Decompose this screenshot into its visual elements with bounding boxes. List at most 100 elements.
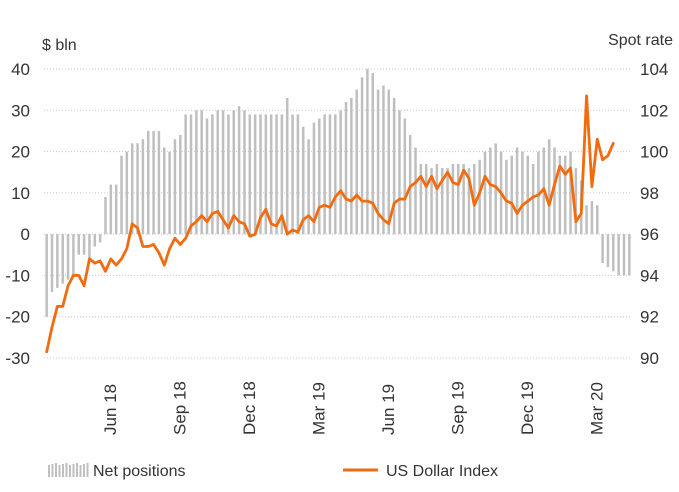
- net-positions-bar: [419, 163, 423, 235]
- net-positions-bar: [82, 234, 86, 255]
- net-positions-bar: [269, 114, 273, 235]
- net-positions-bar: [323, 114, 326, 235]
- left-tick-label: -30: [5, 349, 30, 368]
- net-positions-bar: [157, 130, 161, 235]
- net-positions-bar: [606, 234, 610, 268]
- net-positions-bar: [467, 168, 471, 235]
- legend-swatch-bar: [76, 463, 78, 477]
- net-positions-bar: [312, 122, 316, 235]
- net-positions-bar: [109, 184, 113, 235]
- legend-swatch-bar: [83, 464, 85, 477]
- net-positions-bar: [136, 143, 139, 235]
- x-tick-label: Jun 19: [379, 384, 398, 435]
- legend-net-positions-label: Net positions: [93, 463, 186, 480]
- net-positions-bar: [77, 234, 80, 255]
- legend-swatch-bar: [48, 465, 50, 477]
- net-positions-bar: [56, 234, 59, 288]
- net-positions-bar: [366, 69, 369, 235]
- net-positions-bar: [414, 147, 417, 235]
- legend-usd-index-label: US Dollar Index: [386, 463, 498, 480]
- net-positions-bar: [93, 234, 97, 247]
- net-positions-bar: [61, 234, 64, 284]
- net-positions-bar: [173, 139, 177, 235]
- right-tick-label: 94: [640, 266, 659, 285]
- net-positions-bar: [221, 110, 225, 235]
- net-positions-bar: [328, 114, 332, 235]
- net-positions-bar: [50, 234, 54, 292]
- legend-swatch-bar: [72, 464, 75, 477]
- net-positions-bar: [387, 89, 391, 235]
- net-positions-bar: [285, 97, 289, 235]
- x-tick-label: Sep 18: [170, 381, 189, 435]
- net-positions-bar: [66, 234, 70, 280]
- net-positions-bar: [382, 85, 385, 235]
- net-positions-bar: [168, 151, 171, 235]
- net-positions-bar: [350, 97, 353, 235]
- net-positions-bar: [195, 110, 198, 235]
- legend-swatch-bar: [79, 465, 82, 477]
- net-positions-bar: [141, 139, 145, 235]
- legend-swatch-bar: [62, 464, 64, 477]
- net-positions-bar: [531, 163, 535, 235]
- net-positions-bar: [622, 234, 626, 276]
- net-positions-bar: [184, 114, 187, 235]
- net-positions-bar: [505, 159, 508, 235]
- net-positions-bar: [227, 114, 230, 235]
- net-positions-bar: [205, 118, 209, 235]
- net-positions-bar: [104, 196, 107, 235]
- net-positions-bar: [451, 163, 455, 235]
- left-tick-label: 0: [21, 225, 30, 244]
- left-axis-unit: $ bln: [42, 37, 77, 54]
- left-tick-label: 20: [11, 143, 30, 162]
- usd-index-line-group: [45, 94, 615, 354]
- net-positions-bar: [344, 102, 348, 235]
- net-positions-bar: [398, 110, 401, 235]
- net-positions-bar: [371, 73, 374, 235]
- net-positions-bar: [334, 114, 337, 235]
- net-positions-bar: [232, 110, 236, 235]
- left-tick-label: 10: [11, 184, 30, 203]
- net-positions-bar: [280, 114, 284, 235]
- net-positions-bar: [146, 130, 150, 235]
- us-dollar-index-line: [45, 94, 615, 354]
- net-positions-bar: [72, 234, 75, 276]
- net-positions-bar: [355, 89, 358, 235]
- net-positions-bar: [264, 114, 268, 235]
- net-positions-bar: [376, 89, 380, 235]
- x-tick-label: Sep 19: [448, 381, 467, 435]
- net-positions-bar: [114, 184, 118, 235]
- net-positions-bar: [179, 135, 182, 235]
- right-tick-label: 92: [640, 308, 659, 327]
- net-positions-bar: [275, 114, 278, 235]
- net-positions-bar: [360, 77, 364, 235]
- left-tick-label: 40: [11, 60, 30, 79]
- net-positions-bar: [440, 168, 444, 235]
- x-axis-ticks: Jun 18 Sep 18 Dec 18 Mar 19 Jun 19 Sep 19 Dec …: [101, 381, 606, 435]
- net-positions-bar: [163, 147, 166, 235]
- net-positions-bar: [408, 135, 412, 235]
- net-positions-bar: [596, 205, 599, 235]
- legend-swatch-bar: [58, 465, 61, 477]
- right-tick-label: 90: [640, 349, 659, 368]
- net-positions-bar: [521, 151, 524, 235]
- net-positions-bar: [558, 155, 562, 235]
- net-positions-bar: [547, 139, 551, 235]
- x-tick-label: Mar 20: [587, 382, 606, 435]
- net-positions-bar: [88, 234, 91, 259]
- right-tick-label: 98: [640, 184, 659, 203]
- net-positions-bar: [243, 110, 246, 235]
- legend-swatch-bar: [55, 463, 57, 477]
- net-positions-bar: [563, 155, 567, 235]
- net-positions-bar: [200, 110, 203, 235]
- legend-swatch-bar: [86, 463, 89, 477]
- net-positions-bar: [307, 139, 310, 235]
- net-positions-bar: [601, 234, 604, 264]
- net-positions-bar: [211, 114, 214, 235]
- net-positions-bar: [590, 201, 594, 235]
- net-positions-bar: [392, 97, 396, 235]
- net-positions-bar: [612, 234, 615, 272]
- right-tick-label: 100: [640, 143, 668, 162]
- net-positions-bar: [574, 168, 578, 235]
- right-axis-ticks: 104 102 100 98 96 94 92 90: [640, 60, 668, 368]
- x-tick-label: Mar 19: [309, 382, 328, 435]
